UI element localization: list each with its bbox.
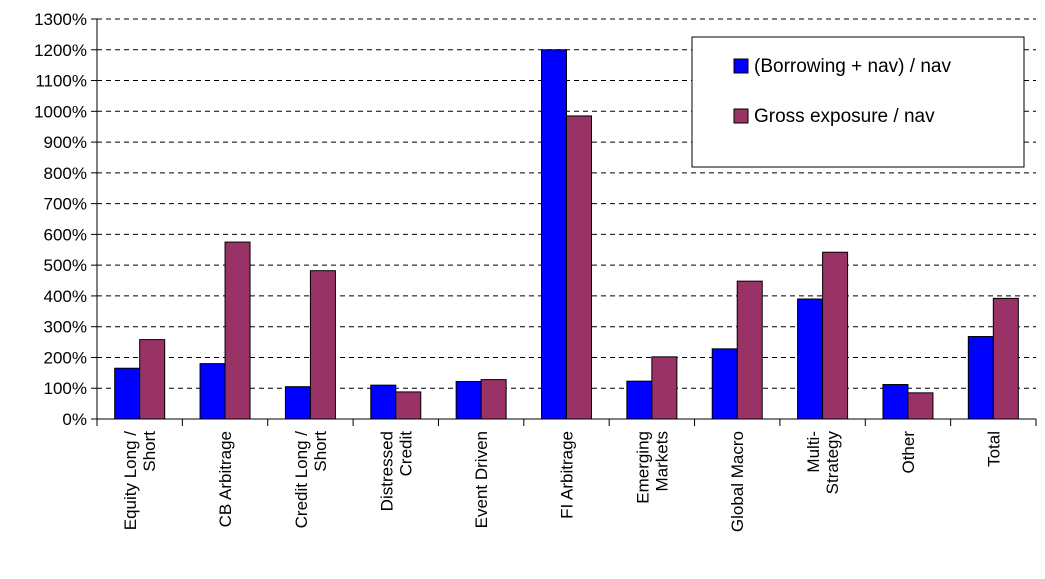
x-tick-label: CB Arbitrage [216, 431, 235, 527]
bar-gross-exposure [992, 297, 1019, 420]
x-tick-label-line: Credit [396, 431, 415, 477]
x-tick-label-line: Markets [652, 431, 671, 491]
x-tick-label: Emerging Markets [633, 431, 671, 504]
bar-gross-exposure [480, 379, 507, 420]
y-tick-label: 300% [44, 318, 87, 337]
bar-gross-exposure [822, 251, 849, 420]
y-tick-label: 200% [44, 348, 87, 367]
x-tick-label: Distressed Credit [377, 431, 415, 512]
y-tick-label: 1300% [34, 10, 87, 29]
bar-borrowing-nav [199, 363, 226, 420]
bar-borrowing-nav [711, 348, 738, 420]
x-tick-label: Other [899, 431, 918, 474]
y-tick-label: 1200% [34, 41, 87, 60]
x-tick-label: Total [984, 431, 1003, 467]
x-tick-label: Credit Long / Short [292, 431, 330, 529]
bar-borrowing-nav [967, 336, 994, 420]
x-tick-label: FI Arbitrage [558, 431, 577, 519]
x-tick-label-line: Short [311, 431, 330, 472]
x-tick-label-line: Multi- [804, 431, 823, 473]
x-tick-label: Event Driven [472, 431, 491, 528]
legend-swatch [733, 58, 749, 74]
bar-borrowing-nav [284, 386, 311, 420]
bar-borrowing-nav [114, 367, 141, 420]
y-tick-label: 1000% [34, 102, 87, 121]
x-tick-label: Multi- Strategy [804, 431, 842, 495]
legend-label: (Borrowing + nav) / nav [754, 56, 951, 77]
bar-gross-exposure [395, 391, 422, 420]
axes [91, 18, 1037, 426]
x-tick-label-line: Event Driven [472, 431, 491, 528]
y-tick-label: 800% [44, 164, 87, 183]
bar-gross-exposure [309, 270, 336, 420]
x-tick-label-line: Equity Long / [121, 431, 140, 531]
y-tick-label: 0% [62, 410, 87, 429]
y-tick-label: 1100% [35, 72, 87, 91]
y-axis-tick-labels: 0% 100% 200% 300% 400% 500% 600% 700% 800% 900% 10… [34, 10, 87, 429]
x-tick-label: Global Macro [728, 431, 747, 532]
bars [114, 49, 1019, 420]
bar-borrowing-nav [626, 380, 653, 420]
bar-gross-exposure [651, 356, 678, 420]
x-tick-label-line: FI Arbitrage [558, 431, 577, 519]
x-tick-label-line: Short [140, 431, 159, 472]
x-tick-label: Equity Long / Short [121, 431, 159, 531]
y-tick-label: 900% [44, 133, 87, 152]
x-tick-label-line: Global Macro [728, 431, 747, 532]
legend-label: Gross exposure / nav [754, 106, 935, 127]
x-tick-label-line: Total [984, 431, 1003, 467]
y-tick-label: 400% [44, 287, 87, 306]
y-tick-label: 600% [44, 225, 87, 244]
bar-gross-exposure [907, 392, 934, 420]
x-tick-label-line: Emerging [633, 431, 652, 504]
bar-gross-exposure [139, 339, 166, 420]
x-tick-label-line: Credit Long / [292, 431, 311, 529]
x-tick-label-line: CB Arbitrage [216, 431, 235, 527]
y-tick-label: 700% [44, 195, 87, 214]
bar-gross-exposure [736, 280, 763, 420]
legend-swatch [733, 108, 749, 124]
bar-gross-exposure [566, 115, 592, 420]
bar-borrowing-nav [370, 384, 397, 420]
x-tick-label-line: Distressed [377, 431, 396, 511]
bar-gross-exposure [224, 241, 251, 420]
legend: (Borrowing + nav) / nav Gross exposure / … [691, 36, 1025, 168]
y-tick-label: 100% [44, 379, 87, 398]
y-tick-label: 500% [44, 256, 87, 275]
x-tick-label-line: Other [899, 431, 918, 474]
bar-borrowing-nav [541, 49, 567, 420]
bar-borrowing-nav [797, 298, 824, 420]
x-tick-label-line: Strategy [823, 431, 842, 495]
bar-borrowing-nav [455, 380, 482, 420]
x-axis-tick-labels: Equity Long / Short CB Arbitrage Credit Lon… [121, 431, 1003, 533]
bar-borrowing-nav [882, 384, 909, 420]
